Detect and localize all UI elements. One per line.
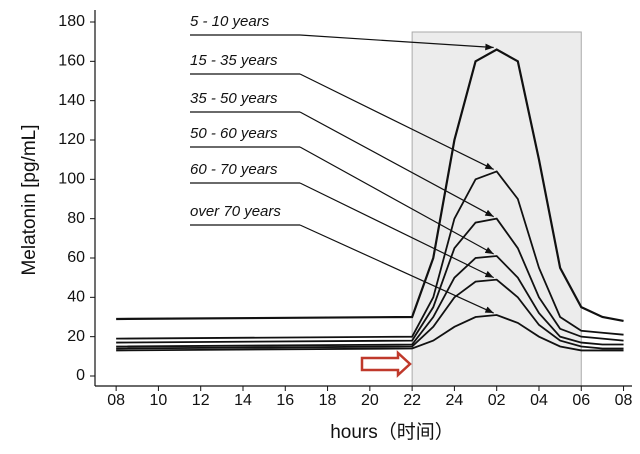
series-line — [116, 48, 624, 323]
red-arrow — [360, 350, 412, 378]
series-label: 60 - 70 years — [190, 161, 278, 178]
x-tick-label: 18 — [319, 392, 337, 409]
label-arrow — [299, 73, 494, 171]
series-label: over 70 years — [190, 203, 281, 220]
y-tick-label: 0 — [76, 367, 85, 384]
label-arrow — [299, 111, 494, 218]
series-line — [116, 217, 624, 344]
series-line — [116, 255, 624, 348]
x-tick-label: 14 — [234, 392, 252, 409]
x-tick-label: 08 — [107, 392, 125, 409]
x-axis-label: hours（时间） — [330, 421, 454, 443]
x-tick-label: 24 — [446, 392, 464, 409]
x-tick-label: 06 — [572, 392, 590, 409]
y-tick-label: 160 — [58, 53, 85, 70]
night-shade — [411, 31, 582, 387]
x-tick-label: 20 — [361, 392, 379, 409]
x-tick-label: 02 — [488, 392, 506, 409]
y-tick-label: 140 — [58, 92, 85, 109]
series-line — [116, 314, 624, 352]
series-label: 5 - 10 years — [190, 13, 270, 30]
y-axis-label: Melatonin [pg/mL] — [19, 124, 40, 275]
x-tick-label: 16 — [276, 392, 294, 409]
x-tick-label: 08 — [615, 392, 633, 409]
y-tick-label: 120 — [58, 131, 85, 148]
label-arrow — [299, 224, 494, 314]
label-arrow — [299, 182, 494, 279]
y-tick-label: 100 — [58, 171, 85, 188]
x-tick-label: 10 — [150, 392, 168, 409]
series-line — [116, 170, 624, 340]
y-tick-label: 80 — [67, 210, 85, 227]
label-arrow — [299, 34, 494, 51]
x-tick-label: 12 — [192, 392, 210, 409]
y-tick-label: 180 — [58, 13, 85, 30]
series-label: 50 - 60 years — [190, 125, 278, 142]
y-tick-label: 40 — [67, 289, 85, 306]
y-tick-label: 20 — [67, 328, 85, 345]
x-tick-label: 22 — [403, 392, 421, 409]
label-arrow — [299, 146, 494, 255]
series-label: 15 - 35 years — [190, 52, 278, 69]
y-tick-label: 60 — [67, 249, 85, 266]
x-tick-label: 04 — [530, 392, 548, 409]
series-line — [116, 278, 624, 350]
series-label: 35 - 50 years — [190, 90, 278, 107]
